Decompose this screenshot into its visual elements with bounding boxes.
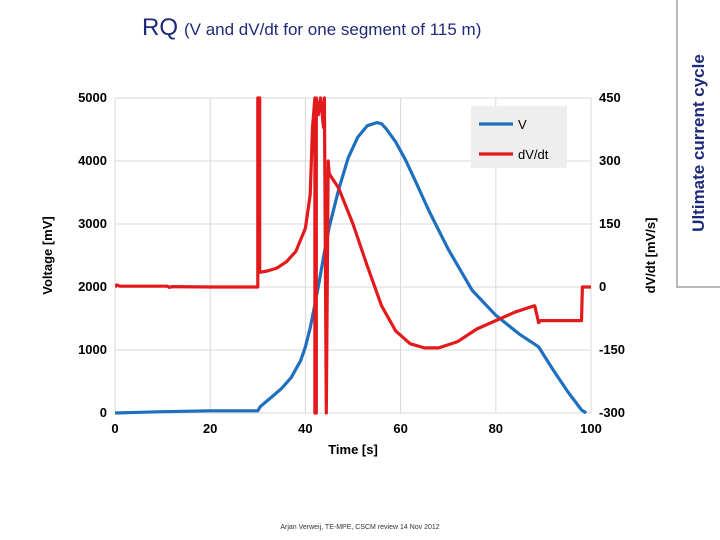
legend-label: V bbox=[518, 117, 527, 132]
x-tick-label: 0 bbox=[111, 421, 118, 436]
series-line-dvdt bbox=[115, 96, 591, 415]
y-tick-label: 1000 bbox=[78, 342, 107, 357]
y-tick-label: 5000 bbox=[78, 90, 107, 105]
y2-axis-title: dV/dt [mV/s] bbox=[643, 218, 658, 294]
x-tick-label: 20 bbox=[203, 421, 217, 436]
legend-box bbox=[471, 106, 567, 168]
x-tick-label: 100 bbox=[580, 421, 602, 436]
x-axis-title: Time [s] bbox=[328, 442, 378, 457]
y2-tick-label: 0 bbox=[599, 279, 606, 294]
x-tick-label: 60 bbox=[393, 421, 407, 436]
y-tick-label: 3000 bbox=[78, 216, 107, 231]
y-tick-label: 4000 bbox=[78, 153, 107, 168]
chart-container: 0 1000 2000 3000 4000 5000 0 20 40 60 80 100 -300 -15… bbox=[32, 84, 666, 459]
x-tick-label: 80 bbox=[489, 421, 503, 436]
series-line-v bbox=[115, 120, 588, 415]
y-axis-title: Voltage [mV] bbox=[40, 216, 55, 295]
footer-text: Arjan Verweij, TE-MPE, CSCM review 14 No… bbox=[280, 524, 440, 531]
title-main: RQ bbox=[142, 14, 178, 41]
side-banner-text: Ultimate current cycle bbox=[689, 54, 708, 232]
y2-tick-label: 450 bbox=[599, 90, 621, 105]
y-tick-label: 2000 bbox=[78, 279, 107, 294]
y-tick-label: 0 bbox=[100, 405, 107, 420]
y2-tick-label: -300 bbox=[599, 405, 625, 420]
y2-tick-label: 150 bbox=[599, 216, 621, 231]
title-subtitle: (V and dV/dt for one segment of 115 m) bbox=[184, 20, 482, 39]
slide-title: RQ (V and dV/dt for one segment of 115 m) bbox=[142, 14, 481, 42]
y2-tick-label: -150 bbox=[599, 342, 625, 357]
x-tick-label: 40 bbox=[298, 421, 312, 436]
side-banner: Ultimate current cycle bbox=[676, 0, 720, 288]
y2-tick-label: 300 bbox=[599, 153, 621, 168]
legend-label: dV/dt bbox=[518, 147, 549, 162]
